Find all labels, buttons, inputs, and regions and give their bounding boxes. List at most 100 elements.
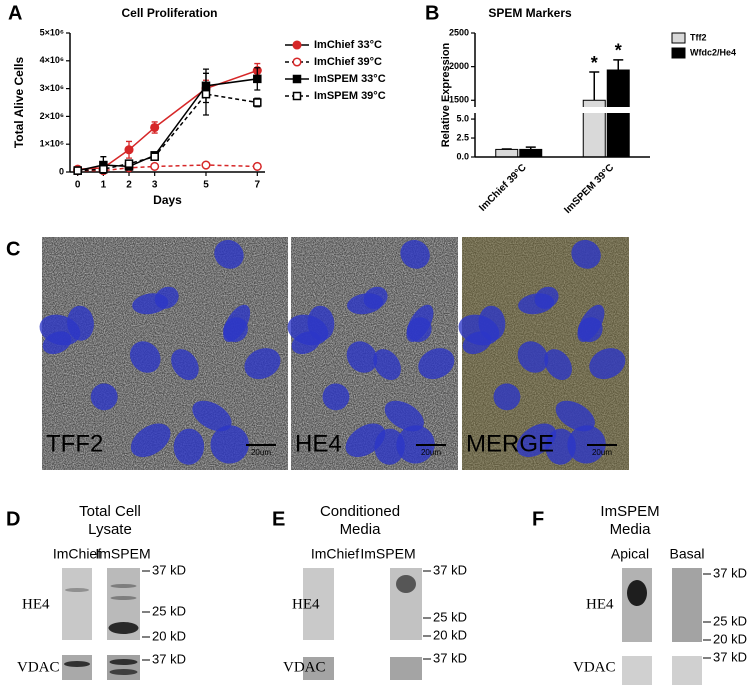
micrograph bbox=[287, 237, 458, 470]
blot-lane bbox=[62, 568, 92, 640]
nucleus bbox=[493, 383, 521, 411]
nucleus bbox=[363, 286, 388, 309]
blot-band bbox=[65, 588, 89, 592]
size-marker: 20 kD bbox=[713, 631, 747, 646]
x-tick-label: 0 bbox=[75, 180, 81, 191]
nucleus bbox=[345, 423, 386, 458]
blot-band bbox=[64, 661, 90, 667]
lane-label: Basal bbox=[669, 546, 704, 562]
blot-band bbox=[109, 669, 138, 675]
size-marker: 37 kD bbox=[433, 562, 467, 577]
row-label: HE4 bbox=[586, 596, 614, 612]
x-tick-label: 1 bbox=[101, 180, 107, 191]
y-tick-label: 0.0 bbox=[456, 151, 469, 161]
bar bbox=[519, 148, 543, 158]
size-marker: 25 kD bbox=[433, 609, 467, 624]
lane-label: ImSPEM bbox=[360, 546, 415, 562]
bar bbox=[606, 69, 630, 158]
blot-lane bbox=[303, 568, 334, 640]
blot-band bbox=[110, 596, 137, 600]
marker bbox=[124, 145, 134, 155]
legend-label: ImSPEM 33°C bbox=[314, 73, 386, 85]
legend-marker bbox=[292, 40, 302, 50]
nucleus bbox=[418, 348, 455, 380]
error-bar bbox=[525, 146, 536, 150]
x-tick-label: 7 bbox=[255, 180, 261, 191]
significance-mark: * bbox=[591, 53, 598, 73]
nucleus bbox=[516, 423, 557, 458]
legend-label: ImSPEM 39°C bbox=[314, 90, 386, 102]
axis-break-gap bbox=[476, 107, 651, 113]
size-marker: 20 kD bbox=[152, 628, 186, 643]
nucleus bbox=[400, 239, 430, 269]
marker bbox=[99, 164, 108, 174]
blot-lane bbox=[622, 656, 652, 685]
nucleus bbox=[396, 425, 435, 464]
nucleus bbox=[346, 341, 378, 373]
channel-label: MERGE bbox=[466, 430, 554, 457]
nucleus bbox=[214, 239, 244, 269]
nucleus bbox=[210, 425, 249, 464]
series-line bbox=[77, 93, 258, 172]
nucleus bbox=[544, 349, 572, 380]
marker bbox=[150, 161, 160, 171]
channel-label: HE4 bbox=[295, 430, 342, 457]
legend-swatch bbox=[671, 32, 686, 44]
size-marker: 37 kD bbox=[713, 565, 747, 580]
y-tick-label: 4×10⁶ bbox=[40, 55, 64, 65]
legend-label: Tff2 bbox=[690, 32, 707, 42]
blot-title: Lysate bbox=[88, 521, 132, 538]
legend-marker bbox=[292, 91, 302, 101]
marker bbox=[253, 74, 262, 84]
channel-label: TFF2 bbox=[46, 430, 103, 457]
row-label: VDAC bbox=[283, 659, 326, 675]
panel-label: B bbox=[425, 2, 439, 24]
x-tick-label: ImChief 39°C bbox=[477, 162, 528, 213]
nucleus bbox=[571, 239, 601, 269]
marker bbox=[73, 166, 82, 175]
y-tick-label: 2000 bbox=[449, 61, 469, 71]
y-tick-label: 5×10⁶ bbox=[40, 27, 64, 37]
blot-lane bbox=[390, 657, 422, 680]
y-tick-label: 2500 bbox=[449, 27, 469, 37]
blot-lane bbox=[303, 657, 334, 680]
blot-title: Media bbox=[340, 521, 382, 538]
nucleus bbox=[517, 341, 549, 373]
marker bbox=[150, 152, 159, 161]
y-tick-label: 0 bbox=[59, 166, 64, 176]
blot-band bbox=[109, 659, 138, 665]
nucleus bbox=[567, 425, 606, 464]
scale-bar-label: 20um bbox=[592, 448, 612, 457]
nucleus bbox=[244, 348, 281, 380]
nucleus bbox=[171, 349, 199, 380]
size-marker: 25 kD bbox=[152, 603, 186, 618]
row-label: HE4 bbox=[22, 596, 50, 612]
blot-title: Total Cell bbox=[79, 503, 141, 520]
y-tick-label: 2.5 bbox=[456, 132, 469, 142]
size-marker: 37 kD bbox=[152, 651, 186, 666]
blot-lane bbox=[107, 655, 140, 680]
error-bar bbox=[589, 71, 600, 101]
marker bbox=[150, 122, 160, 133]
micrograph bbox=[39, 237, 288, 470]
x-tick-label: 2 bbox=[126, 180, 132, 191]
marker bbox=[124, 159, 134, 168]
size-marker: 37 kD bbox=[433, 650, 467, 665]
size-marker: 25 kD bbox=[713, 613, 747, 628]
nucleus bbox=[130, 423, 171, 458]
nucleus bbox=[223, 304, 251, 343]
nucleus bbox=[192, 400, 232, 432]
legend-label: ImChief 39°C bbox=[314, 56, 382, 68]
nucleus bbox=[534, 286, 559, 309]
x-axis-label: Days bbox=[153, 193, 182, 207]
nucleus bbox=[384, 400, 424, 432]
y-tick-label: 2×10⁶ bbox=[40, 111, 64, 121]
lane-label: ImSPEM bbox=[95, 546, 150, 562]
nucleus bbox=[90, 383, 118, 411]
significance-mark: * bbox=[615, 41, 622, 61]
blot-lane bbox=[62, 655, 92, 680]
blot-band bbox=[110, 584, 137, 588]
blot-lane bbox=[672, 568, 702, 642]
